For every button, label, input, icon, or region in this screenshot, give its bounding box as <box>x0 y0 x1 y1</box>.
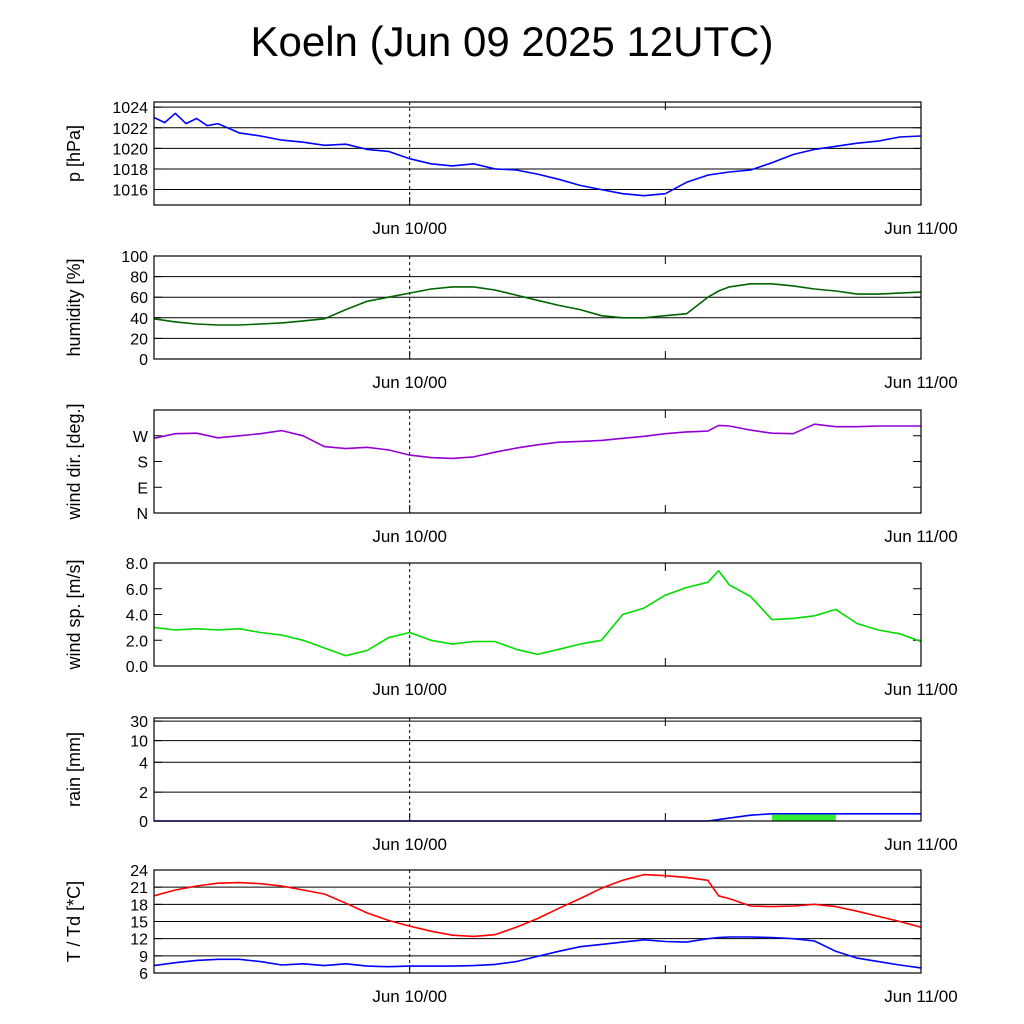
x-tick-label: Jun 10/00 <box>372 373 447 392</box>
y-tick-label: 20 <box>130 331 148 348</box>
series-line <box>153 873 922 938</box>
y-tick-label: 18 <box>130 897 148 914</box>
x-tick-label: Jun 10/00 <box>372 987 447 1006</box>
x-tick-label: Jun 10/00 <box>372 219 447 238</box>
plot-frame <box>153 562 922 667</box>
plot-frame <box>153 409 922 514</box>
y-tick-label: 2.0 <box>126 633 148 650</box>
y-tick-label: 15 <box>130 915 148 932</box>
rain-bar <box>771 814 836 821</box>
x-tick-label: Jun 11/00 <box>884 373 957 392</box>
y-axis-label: rain [mm] <box>64 732 84 807</box>
y-tick-label: 60 <box>130 290 148 307</box>
y-axis-label: wind dir. [deg.] <box>64 403 84 520</box>
y-tick-label: W <box>133 429 149 446</box>
y-tick-label: 40 <box>130 311 148 328</box>
series-line <box>153 112 922 197</box>
y-tick-label: 0 <box>139 352 148 369</box>
y-tick-label: 4 <box>139 755 148 772</box>
y-tick-label: N <box>136 506 148 523</box>
y-tick-label: 4.0 <box>126 608 148 625</box>
y-tick-label: 1018 <box>112 162 148 179</box>
plot-frame <box>153 255 922 360</box>
y-tick-label: 8.0 <box>126 556 148 573</box>
x-tick-label: Jun 10/00 <box>372 527 447 546</box>
series-line <box>153 569 922 657</box>
x-tick-label: Jun 11/00 <box>884 987 957 1006</box>
plot-frame <box>153 869 922 974</box>
x-tick-label: Jun 10/00 <box>372 835 447 854</box>
y-tick-label: 1024 <box>112 100 148 117</box>
y-tick-label: 1022 <box>112 121 148 138</box>
y-tick-label: 1016 <box>112 183 148 200</box>
plot-frame <box>153 101 922 206</box>
series-line <box>153 423 921 460</box>
y-tick-label: 30 <box>130 714 148 731</box>
y-tick-label: 9 <box>139 949 148 966</box>
chart-title: Koeln (Jun 09 2025 12UTC) <box>250 18 774 65</box>
y-tick-label: E <box>137 480 148 497</box>
plot-frame <box>153 717 922 822</box>
y-tick-label: 0 <box>139 814 148 831</box>
x-tick-label: Jun 11/00 <box>884 835 957 854</box>
y-tick-label: 1020 <box>112 141 148 158</box>
y-axis-label: T / Td [*C] <box>64 881 84 962</box>
x-tick-label: Jun 11/00 <box>884 219 957 238</box>
y-tick-label: 24 <box>130 863 148 880</box>
y-tick-label: 12 <box>130 932 148 949</box>
y-tick-label: 6 <box>139 966 148 983</box>
series-line <box>153 282 922 326</box>
y-tick-label: 10 <box>130 734 148 751</box>
y-axis-label: wind sp. [m/s] <box>64 559 84 670</box>
x-tick-label: Jun 11/00 <box>884 680 957 699</box>
y-axis-label: humidity [%] <box>64 258 84 356</box>
y-tick-label: 21 <box>130 880 148 897</box>
y-axis-label: p [hPa] <box>64 125 84 182</box>
y-tick-label: 6.0 <box>126 582 148 599</box>
y-tick-label: 0.0 <box>126 659 148 676</box>
y-tick-label: 2 <box>139 785 148 802</box>
x-tick-label: Jun 11/00 <box>884 527 957 546</box>
series-line <box>153 936 922 969</box>
y-tick-label: 100 <box>121 249 148 266</box>
y-tick-label: S <box>137 455 148 472</box>
x-tick-label: Jun 10/00 <box>372 680 447 699</box>
y-tick-label: 80 <box>130 270 148 287</box>
